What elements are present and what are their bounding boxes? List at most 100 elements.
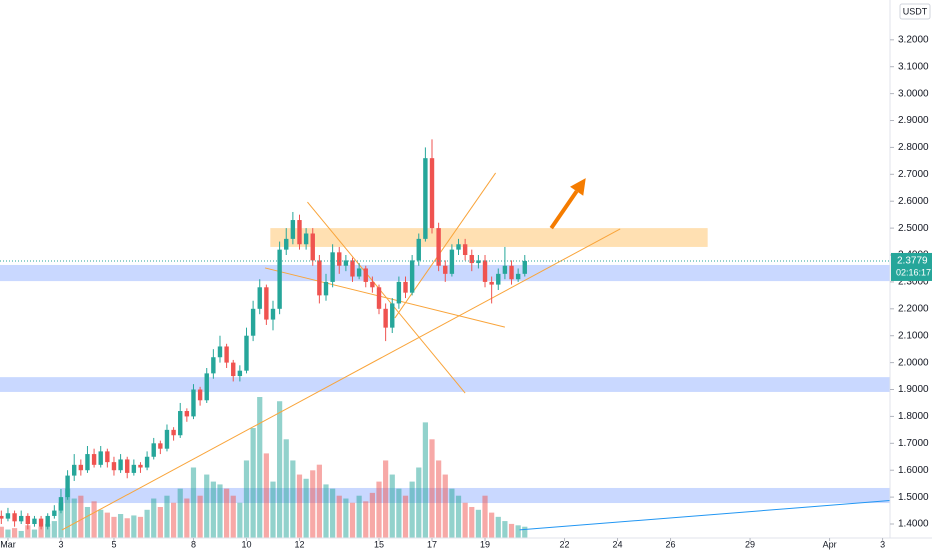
volume-bar bbox=[98, 509, 104, 538]
x-tick-label: 5 bbox=[111, 539, 116, 549]
volume-bar bbox=[5, 529, 11, 538]
y-tick-label: 1.7000 bbox=[898, 438, 929, 449]
candle-body bbox=[237, 370, 243, 377]
candle-body bbox=[515, 273, 521, 280]
currency-label: USDT bbox=[903, 6, 928, 16]
candle-body bbox=[250, 308, 256, 336]
volume-bar bbox=[164, 495, 170, 538]
arrow-shaft bbox=[549, 190, 579, 230]
countdown-label: 02:16:17 bbox=[896, 267, 931, 277]
volume-bar bbox=[250, 428, 256, 538]
candle-body bbox=[158, 443, 163, 449]
x-tick-label: 12 bbox=[294, 539, 304, 549]
candle-body bbox=[522, 260, 527, 274]
volume-bar bbox=[38, 526, 44, 538]
axes: 1.4000 1.5000 1.6000 1.7000 1.8000 1.9000 2.00… bbox=[0, 3, 932, 549]
y-tick-label: 2.8000 bbox=[898, 142, 929, 153]
candle-body bbox=[264, 287, 269, 320]
x-tick-label: 19 bbox=[480, 539, 490, 549]
candle-body bbox=[356, 268, 362, 277]
candle-body bbox=[19, 515, 24, 522]
candle-body bbox=[383, 308, 388, 328]
volume-bar bbox=[343, 498, 349, 538]
candle-body bbox=[52, 510, 57, 516]
volume-bar bbox=[469, 506, 475, 538]
volume-bar bbox=[502, 521, 508, 538]
y-tick-label: 3.1000 bbox=[898, 61, 929, 72]
volume-bar bbox=[363, 501, 369, 538]
candle-body bbox=[270, 308, 276, 320]
volume-bar bbox=[217, 484, 223, 538]
candle-body bbox=[509, 265, 514, 280]
y-tick-label: 3.0000 bbox=[898, 88, 929, 99]
trendline bbox=[519, 500, 890, 531]
x-tick-label: 3 bbox=[880, 539, 885, 549]
volume-bar bbox=[522, 526, 528, 538]
candle-body bbox=[396, 281, 402, 304]
candle-body bbox=[496, 273, 501, 285]
volume-bar bbox=[389, 474, 395, 538]
volume-bar bbox=[230, 495, 236, 538]
x-tick-label: 3 bbox=[58, 539, 63, 549]
candle-body bbox=[111, 462, 117, 471]
candle-body bbox=[78, 464, 84, 471]
candle-body bbox=[502, 265, 508, 274]
candle-body bbox=[32, 518, 37, 525]
last-price-box bbox=[891, 252, 932, 281]
volume-bar bbox=[482, 495, 488, 538]
candle-body bbox=[144, 456, 150, 468]
y-tick-label: 1.5000 bbox=[898, 492, 929, 503]
candle-body bbox=[337, 252, 342, 266]
y-tick-label: 2.7000 bbox=[898, 169, 929, 180]
volume-bar bbox=[184, 498, 190, 538]
volume-bar bbox=[25, 525, 31, 538]
volume-bar bbox=[157, 506, 163, 538]
candle-body bbox=[118, 459, 123, 471]
volume-bar bbox=[283, 439, 289, 538]
candle-body bbox=[5, 513, 11, 519]
plot-area bbox=[0, 139, 890, 538]
y-tick-label: 1.6000 bbox=[898, 465, 929, 476]
candle-body bbox=[462, 244, 468, 256]
volume-bar bbox=[224, 488, 230, 538]
candle-body bbox=[45, 515, 50, 527]
candle-body bbox=[244, 335, 249, 371]
candle-body bbox=[317, 260, 322, 296]
candle-body bbox=[423, 158, 428, 239]
candle-body bbox=[151, 443, 156, 457]
candle-body bbox=[489, 281, 494, 285]
candle-body bbox=[38, 518, 44, 527]
trendline bbox=[264, 267, 506, 328]
volume-bar bbox=[330, 488, 336, 538]
volume-bar bbox=[0, 526, 4, 538]
candle-body bbox=[138, 464, 143, 468]
volume-bar bbox=[104, 512, 110, 538]
candle-body bbox=[303, 233, 309, 245]
candle-body bbox=[91, 454, 97, 465]
volume-bar bbox=[45, 523, 51, 538]
candle-body bbox=[171, 429, 176, 436]
volume-bar bbox=[31, 529, 38, 538]
volume-bar bbox=[296, 474, 303, 538]
volume-bar bbox=[91, 501, 97, 538]
candle-body bbox=[191, 389, 196, 417]
volume-bar bbox=[137, 516, 144, 538]
volume-bar bbox=[270, 481, 276, 538]
candle-body bbox=[12, 513, 17, 522]
candle-body bbox=[164, 429, 170, 449]
candle-body bbox=[197, 389, 203, 401]
volume-bar bbox=[18, 530, 24, 538]
volume-bar bbox=[78, 495, 84, 538]
x-tick-label: 8 bbox=[191, 539, 196, 549]
volume-bar bbox=[197, 495, 203, 538]
candle-body bbox=[469, 255, 474, 264]
volume-bar bbox=[131, 515, 137, 538]
candle-body bbox=[403, 281, 408, 293]
volume-bar bbox=[111, 516, 117, 538]
candle-body bbox=[178, 411, 183, 436]
volume-bar bbox=[177, 488, 183, 538]
candle-body bbox=[370, 281, 375, 288]
volume-bar bbox=[349, 502, 356, 538]
volume-bar bbox=[117, 514, 124, 538]
candle-body bbox=[429, 158, 435, 229]
